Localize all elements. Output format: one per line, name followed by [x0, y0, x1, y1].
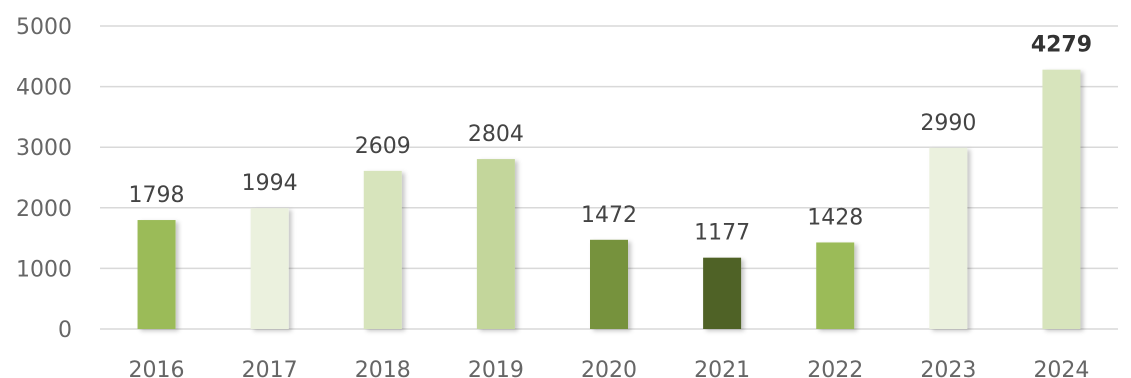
- y-tick-label: 3000: [16, 136, 72, 161]
- data-label-2017: 1994: [242, 171, 298, 196]
- data-label-2016: 1798: [129, 183, 185, 208]
- data-label-2021: 1177: [694, 221, 750, 246]
- x-axis-tick-labels: 2016 2017 2018 2019 2020 2021 2022 2023 2024: [129, 358, 1090, 378]
- data-labels: 1798 1994 2609 2804 1472 1177 1428 2990 4279: [129, 33, 1093, 246]
- bar-2024: [1042, 69, 1081, 329]
- x-tick-label-2021: 2021: [694, 358, 750, 378]
- y-tick-label: 2000: [16, 197, 72, 222]
- y-axis-tick-labels: 0 1000 2000 3000 4000 5000: [16, 15, 72, 343]
- bar-2016: [137, 220, 176, 329]
- x-tick-label-2017: 2017: [242, 358, 298, 378]
- bar-2018: [363, 170, 402, 329]
- data-label-2019: 2804: [468, 122, 524, 147]
- bar-2022: [816, 242, 855, 329]
- x-tick-label-2022: 2022: [807, 358, 863, 378]
- x-tick-label-2024: 2024: [1033, 358, 1089, 378]
- x-tick-label-2019: 2019: [468, 358, 524, 378]
- y-tick-label: 4000: [16, 76, 72, 101]
- y-tick-label: 1000: [16, 257, 72, 282]
- bar-2021: [703, 257, 742, 329]
- y-tick-label: 0: [58, 318, 72, 343]
- data-label-2020: 1472: [581, 203, 637, 228]
- data-label-2022: 1428: [807, 205, 863, 230]
- bar-2023: [929, 147, 968, 329]
- bar-2019: [476, 159, 515, 329]
- bars: [137, 69, 1081, 329]
- data-label-2024: 4279: [1031, 33, 1092, 58]
- data-label-2023: 2990: [920, 111, 976, 136]
- bar-2017: [250, 208, 289, 329]
- x-tick-label-2018: 2018: [355, 358, 411, 378]
- x-tick-label-2016: 2016: [129, 358, 185, 378]
- x-tick-label-2020: 2020: [581, 358, 637, 378]
- data-label-2018: 2609: [355, 134, 411, 159]
- bar-2020: [590, 239, 628, 329]
- y-tick-label: 5000: [16, 15, 72, 40]
- x-tick-label-2023: 2023: [920, 358, 976, 378]
